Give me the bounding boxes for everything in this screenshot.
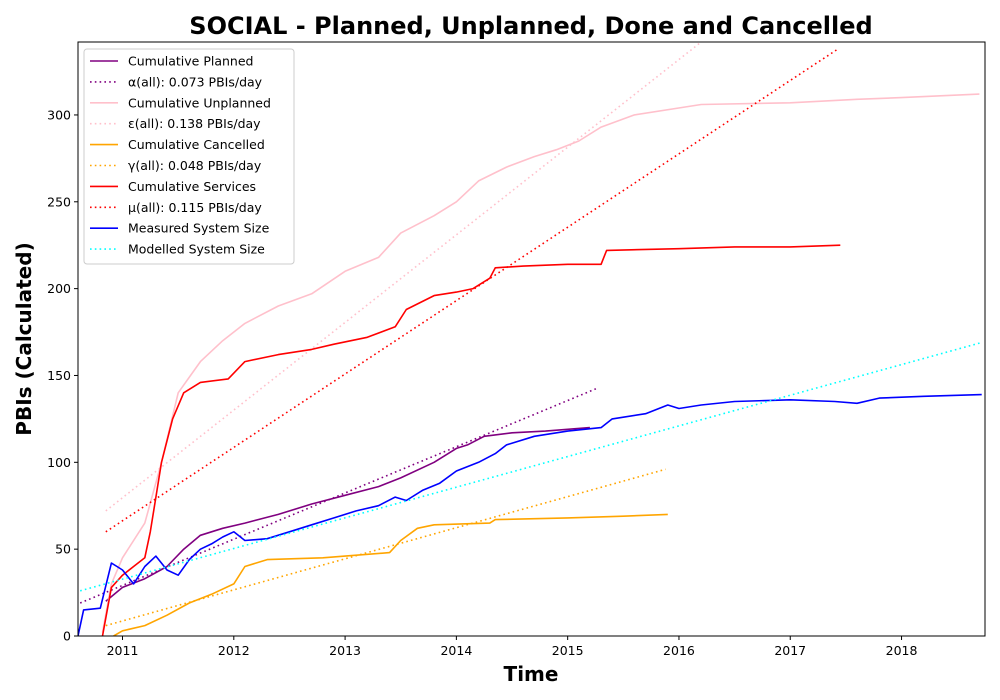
series-layer — [78, 42, 982, 636]
x-axis: 2011 2012 2013 2014 2015 2016 2017 2018 — [107, 636, 918, 658]
legend-label-8: μ(all): 0.115 PBIs/day — [128, 200, 262, 215]
legend-box — [83, 48, 295, 265]
legend-label-9: Measured System Size — [128, 221, 270, 236]
legend-label-6: γ(all): 0.048 PBIs/day — [128, 158, 262, 173]
series-line-5 — [113, 513, 668, 636]
x-tick-label-2012: 2012 — [218, 643, 250, 658]
chart-title: SOCIAL - Planned, Unplanned, Done and Ca… — [189, 12, 872, 40]
legend-label-3: Cumulative Unplanned — [128, 95, 271, 110]
x-tick-label-2014: 2014 — [440, 643, 472, 658]
series-line-8 — [105, 48, 839, 533]
legend-label-1: Cumulative Planned — [128, 54, 253, 69]
legend: Cumulative Planned α(all): 0.073 PBIs/day… — [83, 48, 295, 265]
y-tick-label-0: 0 — [63, 629, 71, 644]
y-tick-label-250: 250 — [47, 194, 71, 209]
plot-frame — [77, 41, 986, 637]
x-tick-label-2011: 2011 — [107, 643, 139, 658]
legend-label-7: Cumulative Services — [128, 179, 256, 194]
y-axis: 0 50 100 150 200 250 300 — [47, 107, 78, 644]
legend-label-2: α(all): 0.073 PBIs/day — [128, 74, 263, 89]
y-tick-label-300: 300 — [47, 107, 71, 122]
series-line-4 — [105, 42, 702, 512]
series-line-7 — [101, 244, 841, 636]
y-tick-label-100: 100 — [47, 455, 71, 470]
y-tick-label-200: 200 — [47, 281, 71, 296]
y-tick-label-50: 50 — [55, 542, 71, 557]
legend-label-4: ε(all): 0.138 PBIs/day — [128, 116, 261, 131]
series-line-1 — [105, 426, 590, 602]
x-tick-label-2017: 2017 — [774, 643, 806, 658]
legend-label-5: Cumulative Cancelled — [128, 137, 265, 152]
x-tick-label-2015: 2015 — [552, 643, 584, 658]
x-tick-label-2018: 2018 — [886, 643, 918, 658]
series-line-6 — [105, 468, 666, 627]
x-tick-label-2013: 2013 — [329, 643, 361, 658]
series-line-9 — [78, 393, 982, 636]
x-axis-label: Time — [504, 662, 559, 686]
x-tick-label-2016: 2016 — [663, 643, 695, 658]
legend-label-10: Modelled System Size — [128, 242, 265, 257]
y-tick-label-150: 150 — [47, 368, 71, 383]
y-axis-label: PBIs (Calculated) — [12, 242, 36, 435]
